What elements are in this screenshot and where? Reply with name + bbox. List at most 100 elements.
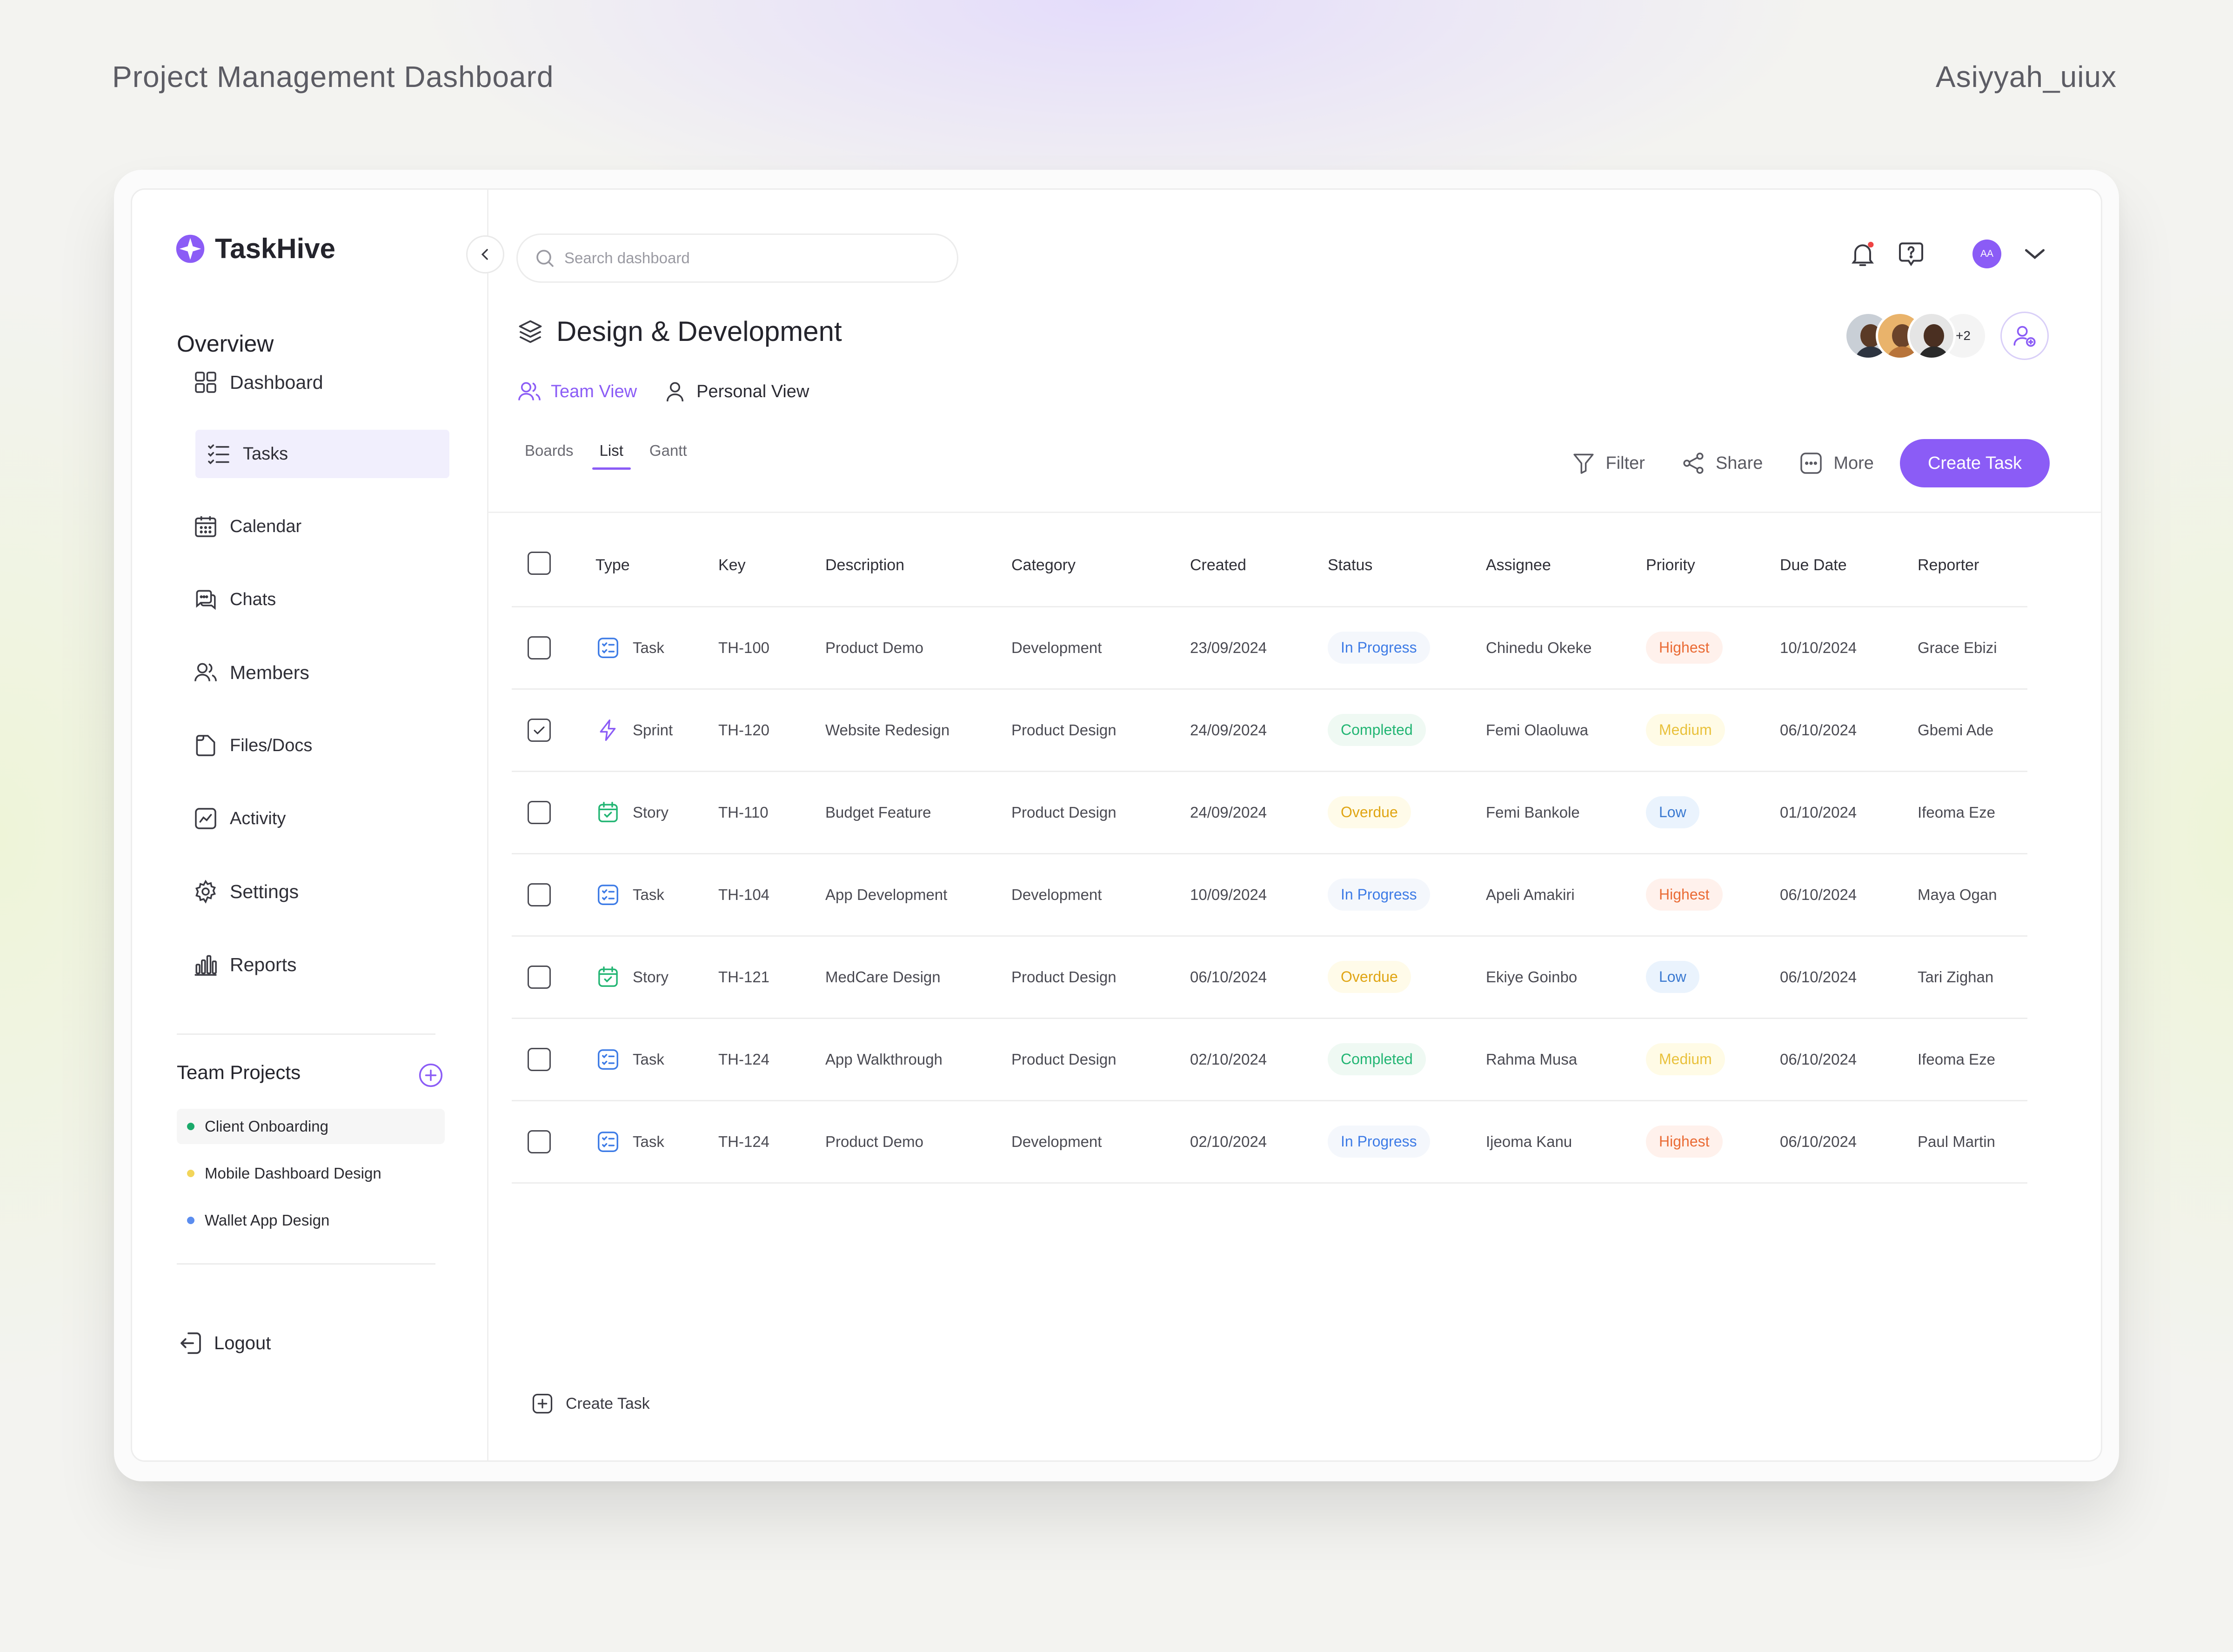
bell-icon[interactable] bbox=[1848, 239, 1878, 269]
sidebar-item-dashboard[interactable]: Dashboard bbox=[193, 358, 447, 406]
personal-view-toggle[interactable]: Personal View bbox=[662, 379, 809, 405]
taskhive-logo-icon bbox=[176, 234, 205, 263]
select-all-checkbox[interactable] bbox=[528, 552, 551, 575]
sidebar-item-tasks[interactable]: Tasks bbox=[195, 430, 449, 478]
sidebar-item-label: Calendar bbox=[230, 516, 302, 536]
column-header[interactable]: Due Date bbox=[1780, 543, 1918, 607]
row-checkbox[interactable] bbox=[528, 883, 551, 906]
task-assignee: Ijeoma Kanu bbox=[1486, 1100, 1646, 1184]
column-header[interactable]: Description bbox=[825, 543, 1011, 607]
task-category: Development bbox=[1011, 853, 1190, 937]
tab-gantt[interactable]: Gantt bbox=[649, 442, 687, 459]
app-logo[interactable]: TaskHive bbox=[175, 233, 335, 265]
row-checkbox[interactable] bbox=[528, 1130, 551, 1153]
column-header[interactable]: Reporter bbox=[1918, 543, 2027, 607]
priority-badge[interactable]: Low bbox=[1646, 796, 1699, 828]
priority-badge[interactable]: Highest bbox=[1646, 1126, 1723, 1158]
priority-badge[interactable]: Highest bbox=[1646, 879, 1723, 911]
task-description[interactable]: App Walkthrough bbox=[825, 1018, 1011, 1101]
table-row[interactable]: Story TH-121 MedCare Design Product Design 0… bbox=[512, 936, 2027, 1019]
status-badge[interactable]: Completed bbox=[1328, 714, 1426, 746]
task-created: 06/10/2024 bbox=[1190, 936, 1328, 1019]
share-button[interactable]: Share bbox=[1680, 450, 1763, 476]
task-key[interactable]: TH-124 bbox=[718, 1100, 825, 1184]
sidebar-item-chats[interactable]: Chats bbox=[193, 575, 447, 624]
member-avatar[interactable] bbox=[1907, 312, 1956, 360]
tab-boards[interactable]: Boards bbox=[525, 442, 574, 459]
row-checkbox[interactable] bbox=[528, 800, 551, 824]
task-key[interactable]: TH-121 bbox=[718, 936, 825, 1019]
table-row[interactable]: Task TH-100 Product Demo Development 23/09/2… bbox=[512, 606, 2027, 690]
project-item[interactable]: Client Onboarding bbox=[177, 1109, 445, 1144]
select-cell bbox=[512, 689, 595, 772]
table-row[interactable]: Task TH-104 App Development Development 10/0… bbox=[512, 853, 2027, 937]
column-header[interactable]: Category bbox=[1011, 543, 1190, 607]
task-key[interactable]: TH-120 bbox=[718, 689, 825, 772]
row-checkbox[interactable] bbox=[528, 1047, 551, 1071]
priority-badge[interactable]: Medium bbox=[1646, 714, 1725, 746]
filter-label: Filter bbox=[1605, 453, 1645, 473]
column-header[interactable]: Type bbox=[595, 543, 718, 607]
row-checkbox[interactable] bbox=[528, 718, 551, 742]
chevron-down-icon[interactable] bbox=[2020, 239, 2050, 269]
help-chat-icon[interactable] bbox=[1896, 239, 1926, 269]
table-row[interactable]: Sprint TH-120 Website Redesign Product Desi… bbox=[512, 689, 2027, 772]
project-item[interactable]: Mobile Dashboard Design bbox=[177, 1156, 445, 1191]
user-avatar[interactable]: AA bbox=[1972, 240, 2001, 268]
search-input[interactable] bbox=[564, 249, 946, 267]
task-description[interactable]: Product Demo bbox=[825, 606, 1011, 690]
status-badge[interactable]: In Progress bbox=[1328, 632, 1430, 664]
task-description[interactable]: Product Demo bbox=[825, 1100, 1011, 1184]
filter-button[interactable]: Filter bbox=[1571, 450, 1645, 476]
logout-button[interactable]: Logout bbox=[177, 1329, 271, 1357]
status-cell: Completed bbox=[1328, 1018, 1486, 1101]
project-members[interactable]: +2 bbox=[1844, 312, 2049, 360]
table-row[interactable]: Task TH-124 App Walkthrough Product Design 0… bbox=[512, 1018, 2027, 1101]
task-description[interactable]: MedCare Design bbox=[825, 936, 1011, 1019]
add-member-button[interactable] bbox=[2000, 312, 2049, 360]
task-key[interactable]: TH-100 bbox=[718, 606, 825, 690]
sidebar-item-members[interactable]: Members bbox=[193, 648, 447, 697]
column-header[interactable]: Assignee bbox=[1486, 543, 1646, 607]
status-badge[interactable]: Overdue bbox=[1328, 961, 1411, 993]
row-checkbox[interactable] bbox=[528, 636, 551, 659]
priority-badge[interactable]: Highest bbox=[1646, 632, 1723, 664]
status-badge[interactable]: Completed bbox=[1328, 1043, 1426, 1075]
add-project-icon[interactable] bbox=[418, 1062, 444, 1088]
project-item[interactable]: Wallet App Design bbox=[177, 1203, 445, 1238]
task-description[interactable]: Budget Feature bbox=[825, 771, 1011, 854]
task-key[interactable]: TH-110 bbox=[718, 771, 825, 854]
type-cell: Task bbox=[595, 1018, 718, 1101]
sidebar-item-files-docs[interactable]: Files/Docs bbox=[193, 721, 447, 770]
table-row[interactable]: Task TH-124 Product Demo Development 02/10/2… bbox=[512, 1100, 2027, 1184]
select-cell bbox=[512, 936, 595, 1019]
task-description[interactable]: App Development bbox=[825, 853, 1011, 937]
status-badge[interactable]: In Progress bbox=[1328, 1126, 1430, 1158]
row-checkbox[interactable] bbox=[528, 965, 551, 989]
column-header[interactable]: Status bbox=[1328, 543, 1486, 607]
priority-badge[interactable]: Low bbox=[1646, 961, 1699, 993]
priority-badge[interactable]: Medium bbox=[1646, 1043, 1725, 1075]
more-button[interactable]: More bbox=[1798, 450, 1874, 476]
sidebar-item-reports[interactable]: Reports bbox=[193, 940, 447, 989]
status-badge[interactable]: In Progress bbox=[1328, 879, 1430, 911]
create-task-button[interactable]: Create Task bbox=[1899, 439, 2050, 487]
column-header[interactable]: Priority bbox=[1646, 543, 1780, 607]
status-badge[interactable]: Overdue bbox=[1328, 796, 1411, 828]
task-due-date: 06/10/2024 bbox=[1780, 689, 1918, 772]
task-type-icon bbox=[598, 1131, 618, 1152]
task-description[interactable]: Website Redesign bbox=[825, 689, 1011, 772]
task-key[interactable]: TH-124 bbox=[718, 1018, 825, 1101]
team-view-toggle[interactable]: Team View bbox=[516, 379, 637, 405]
sidebar-item-calendar[interactable]: Calendar bbox=[193, 502, 447, 551]
table-row[interactable]: Story TH-110 Budget Feature Product Design 2… bbox=[512, 771, 2027, 854]
create-task-row[interactable]: Create Task bbox=[530, 1392, 650, 1416]
tab-list[interactable]: List bbox=[592, 442, 631, 470]
sidebar-item-settings[interactable]: Settings bbox=[193, 867, 447, 916]
sidebar-item-activity[interactable]: Activity bbox=[193, 794, 447, 843]
search-bar[interactable] bbox=[516, 233, 958, 283]
column-header[interactable]: Created bbox=[1190, 543, 1328, 607]
column-header[interactable]: Key bbox=[718, 543, 825, 607]
task-key[interactable]: TH-104 bbox=[718, 853, 825, 937]
collapse-sidebar-button[interactable] bbox=[466, 235, 504, 273]
